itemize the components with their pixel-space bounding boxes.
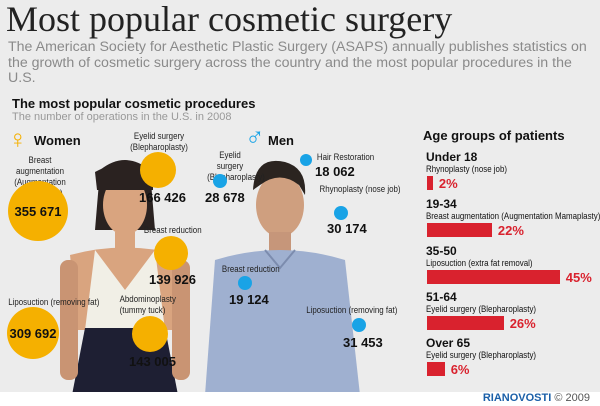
men-item-label: Breast reduction (221, 264, 280, 274)
men-item-value: 19 124 (229, 292, 269, 307)
men-item-dot (238, 276, 252, 290)
age-group-percent: 22% (497, 223, 524, 238)
age-group-label: Under 18 (426, 150, 478, 164)
men-item-value: 30 174 (327, 221, 367, 236)
men-item-value: 28 678 (205, 190, 245, 205)
brand-logo: RIANOVOSTI (482, 392, 552, 404)
women-item-value: 139 926 (149, 272, 196, 287)
men-item-value: 18 062 (315, 164, 355, 179)
women-item-circle (154, 236, 188, 270)
men-item-dot (213, 174, 227, 188)
men-item-label: Eyelid surgery (Blepharoplasty) (207, 150, 265, 182)
age-group-label: 35-50 (426, 244, 457, 258)
women-item-value: 355 671 (14, 203, 62, 219)
age-group-bar (427, 223, 492, 237)
age-group-bar (427, 316, 504, 330)
women-item-circle: 309 692 (7, 307, 59, 359)
men-item-label: Hair Restoration (316, 152, 375, 162)
woman-figure (60, 160, 190, 395)
men-item-dot (334, 206, 348, 220)
women-item-value: 309 692 (9, 325, 57, 341)
men-item-dot (300, 154, 312, 166)
age-group-percent: 26% (509, 316, 536, 331)
women-item-label: Breast reduction (143, 225, 202, 235)
female-symbol-icon: ♀ (8, 124, 28, 154)
women-item-label: Abdominoplasty (tummy tuck) (119, 294, 176, 315)
women-item-label: Liposuction (removing fat) (8, 297, 100, 307)
women-label: Women (34, 133, 81, 148)
age-group-percent: 45% (565, 270, 592, 285)
women-item-value: 143 005 (129, 354, 176, 369)
section-title: The most popular cosmetic procedures (12, 96, 256, 111)
male-symbol-icon: ♂ (245, 122, 265, 152)
age-group-bar (427, 270, 560, 284)
women-item-circle (140, 152, 176, 188)
men-item-value: 31 453 (343, 335, 383, 350)
age-group-bar (427, 176, 433, 190)
women-item-circle: 355 671 (8, 181, 68, 241)
women-item-label: Eyelid surgery (Blepharoplasty) (130, 131, 188, 152)
age-groups-title: Age groups of patients (423, 128, 565, 143)
age-group-label: Over 65 (426, 336, 471, 350)
men-item-label: Liposuction (removing fat) (306, 305, 398, 315)
age-group-percent: 6% (450, 362, 470, 377)
copyright: © 2009 (554, 392, 590, 404)
footer-credit: RIANOVOSTI © 2009 (483, 392, 590, 404)
section-subtitle: The number of operations in the U.S. in … (12, 111, 232, 123)
women-item-value: 166 426 (139, 190, 186, 205)
age-group-percent: 2% (438, 176, 458, 191)
age-group-procedure: Eyelid surgery (Blepharoplasty) (426, 350, 537, 360)
men-item-label: Rhynoplasty (nose job) (319, 184, 401, 194)
age-group-procedure: Breast augmentation (Augmentation Mamapl… (426, 211, 600, 221)
footer (0, 392, 600, 406)
page-subtitle: The American Society for Aesthetic Plast… (8, 39, 587, 86)
women-item-circle (132, 316, 168, 352)
age-group-bar (427, 362, 445, 376)
page-title: Most popular cosmetic surgery (6, 0, 453, 39)
age-group-procedure: Liposuction (extra fat removal) (426, 258, 533, 268)
age-group-label: 19-34 (426, 197, 457, 211)
age-group-procedure: Rhynoplasty (nose job) (426, 164, 508, 174)
age-group-procedure: Eyelid surgery (Blepharoplasty) (426, 304, 537, 314)
men-item-dot (352, 318, 366, 332)
men-label: Men (268, 133, 294, 148)
age-group-label: 51-64 (426, 290, 457, 304)
